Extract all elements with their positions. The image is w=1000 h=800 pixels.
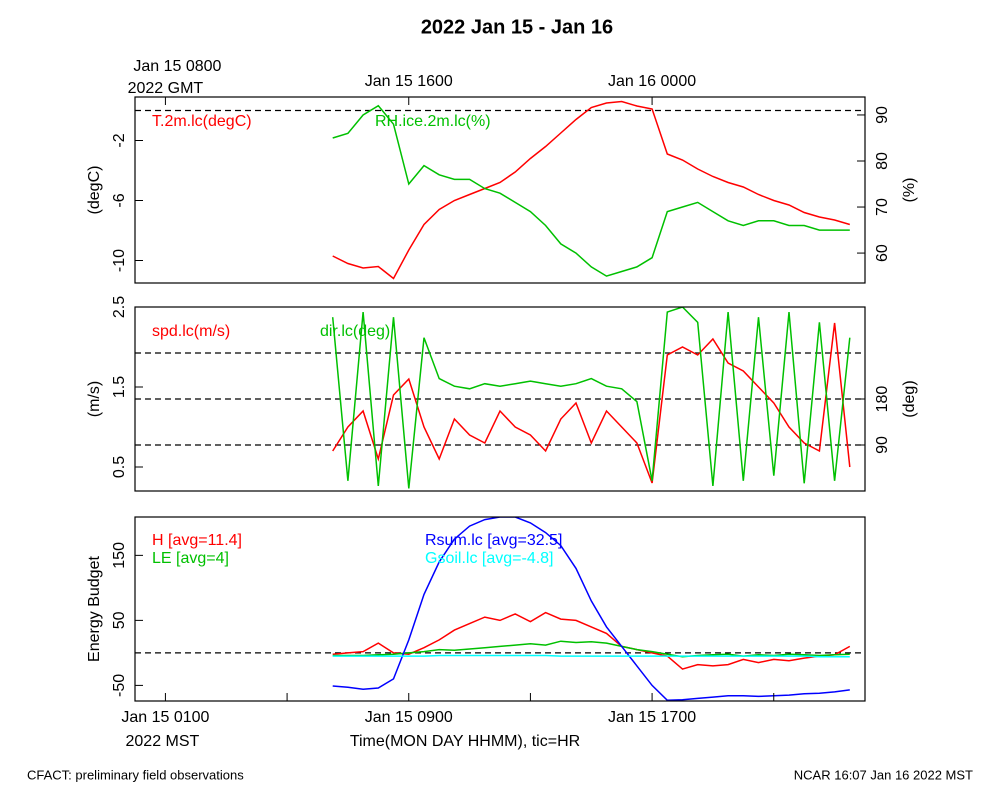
y2-tick-label: 80 <box>874 152 891 170</box>
y2-tick-label: 90 <box>874 106 891 124</box>
legend-label: Gsoil.lc [avg=-4.8] <box>425 550 554 567</box>
legend-label: RH.ice.2m.lc(%) <box>375 113 491 130</box>
y-tick-label: -2 <box>111 133 128 147</box>
plot-frame <box>134 516 866 702</box>
footer-left: CFACT: preliminary field observations <box>27 767 244 782</box>
legend-label: LE [avg=4] <box>152 550 229 567</box>
y-tick-label: 2.5 <box>111 296 128 318</box>
y2-axis-label: (deg) <box>901 380 918 417</box>
y2-tick-label: 180 <box>874 386 891 413</box>
top-x-tick-label: Jan 16 0000 <box>608 73 696 90</box>
legend-label: H [avg=11.4] <box>152 532 242 549</box>
y-axis-label: (m/s) <box>86 381 103 417</box>
data-line <box>332 322 851 484</box>
top-x-tick-label: Jan 15 1600 <box>365 73 453 90</box>
top-x-note: 2022 GMT <box>128 80 204 97</box>
data-line <box>332 654 850 658</box>
y-tick-label: 0.5 <box>111 456 128 478</box>
y-tick-label: -50 <box>111 674 128 697</box>
x-tick-label: Jan 15 0900 <box>365 709 453 726</box>
plot-frame <box>134 96 866 284</box>
y2-tick-label: 70 <box>874 198 891 216</box>
data-line <box>332 640 850 658</box>
data-line <box>331 307 851 489</box>
legend-label: spd.lc(m/s) <box>152 323 230 340</box>
y-tick-label: 1.5 <box>111 376 128 398</box>
data-line <box>332 104 850 277</box>
footer-right: NCAR 16:07 Jan 16 2022 MST <box>794 767 973 782</box>
x-tick-label: Jan 15 1700 <box>608 709 696 726</box>
y-tick-label: 50 <box>111 611 128 629</box>
y-tick-label: -6 <box>111 193 128 207</box>
y-axis-label: Energy Budget <box>86 556 103 662</box>
data-line <box>332 100 851 280</box>
y-axis-label: (degC) <box>86 166 103 215</box>
y-tick-label: 150 <box>111 542 128 569</box>
x-tick-label: Jan 15 0100 <box>121 709 209 726</box>
legend-label: T.2m.lc(degC) <box>152 113 252 130</box>
chart-title: 2022 Jan 15 - Jan 16 <box>421 16 613 38</box>
y2-axis-label: (%) <box>901 178 918 203</box>
x-note: 2022 MST <box>126 733 200 750</box>
data-line <box>332 517 850 701</box>
top-x-tick-label: Jan 15 0800 <box>133 58 221 75</box>
x-axis-label: Time(MON DAY HHMM), tic=HR <box>350 733 580 750</box>
legend-label: dir.lc(deg) <box>320 323 390 340</box>
y-tick-label: -10 <box>111 249 128 272</box>
y2-tick-label: 60 <box>874 244 891 262</box>
legend-label: Rsum.lc [avg=32.5] <box>425 532 562 549</box>
data-line <box>332 611 851 670</box>
y2-tick-label: 90 <box>874 436 891 454</box>
